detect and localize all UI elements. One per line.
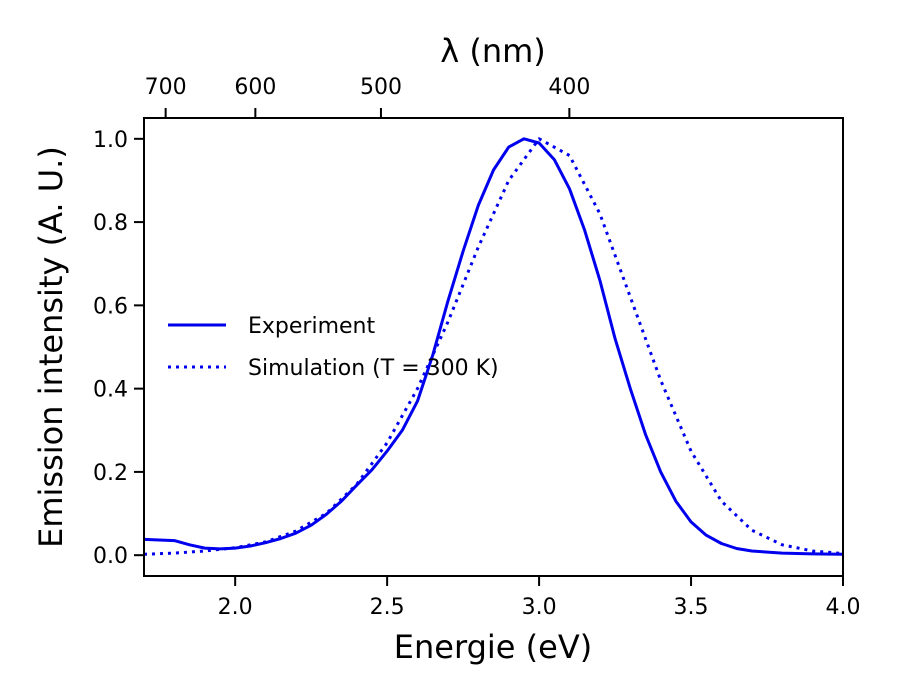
top-tick-label: 400: [548, 75, 590, 100]
series-simulation-line: [144, 137, 843, 556]
x-tick-label: 3.0: [522, 595, 557, 620]
plot-area: [144, 137, 843, 556]
legend-experiment-label: Experiment: [248, 314, 375, 339]
axes: 2.0 2.5 3.0 3.5 4.0 0.0 0.2 0.4 0.6 0.8 1.0 700 600 5…: [93, 75, 861, 620]
y-tick-label: 0.8: [93, 211, 128, 236]
x-axis-title: Energie (eV): [394, 628, 592, 666]
y-axis-title: Emission intensity (A. U.): [32, 146, 70, 548]
top-tick-label: 500: [360, 75, 402, 100]
x-tick-label: 2.5: [370, 595, 405, 620]
top-tick-label: 700: [145, 75, 187, 100]
x-tick-label: 3.5: [674, 595, 709, 620]
x-tick-label: 2.0: [218, 595, 253, 620]
legend: Experiment Simulation (T = 300 K): [168, 314, 499, 381]
legend-simulation-label: Simulation (T = 300 K): [248, 356, 499, 381]
y-tick-label: 0.2: [93, 461, 128, 486]
top-tick-label: 600: [234, 75, 276, 100]
y-tick-label: 0.4: [93, 378, 128, 403]
series-experiment-line: [144, 137, 843, 556]
y-tick-label: 0.6: [93, 294, 128, 319]
y-tick-label: 1.0: [93, 128, 128, 153]
plot-frame: [143, 117, 844, 577]
top-axis-title: λ (nm): [440, 32, 546, 70]
x-tick-label: 4.0: [826, 595, 861, 620]
y-tick-label: 0.0: [93, 544, 128, 569]
